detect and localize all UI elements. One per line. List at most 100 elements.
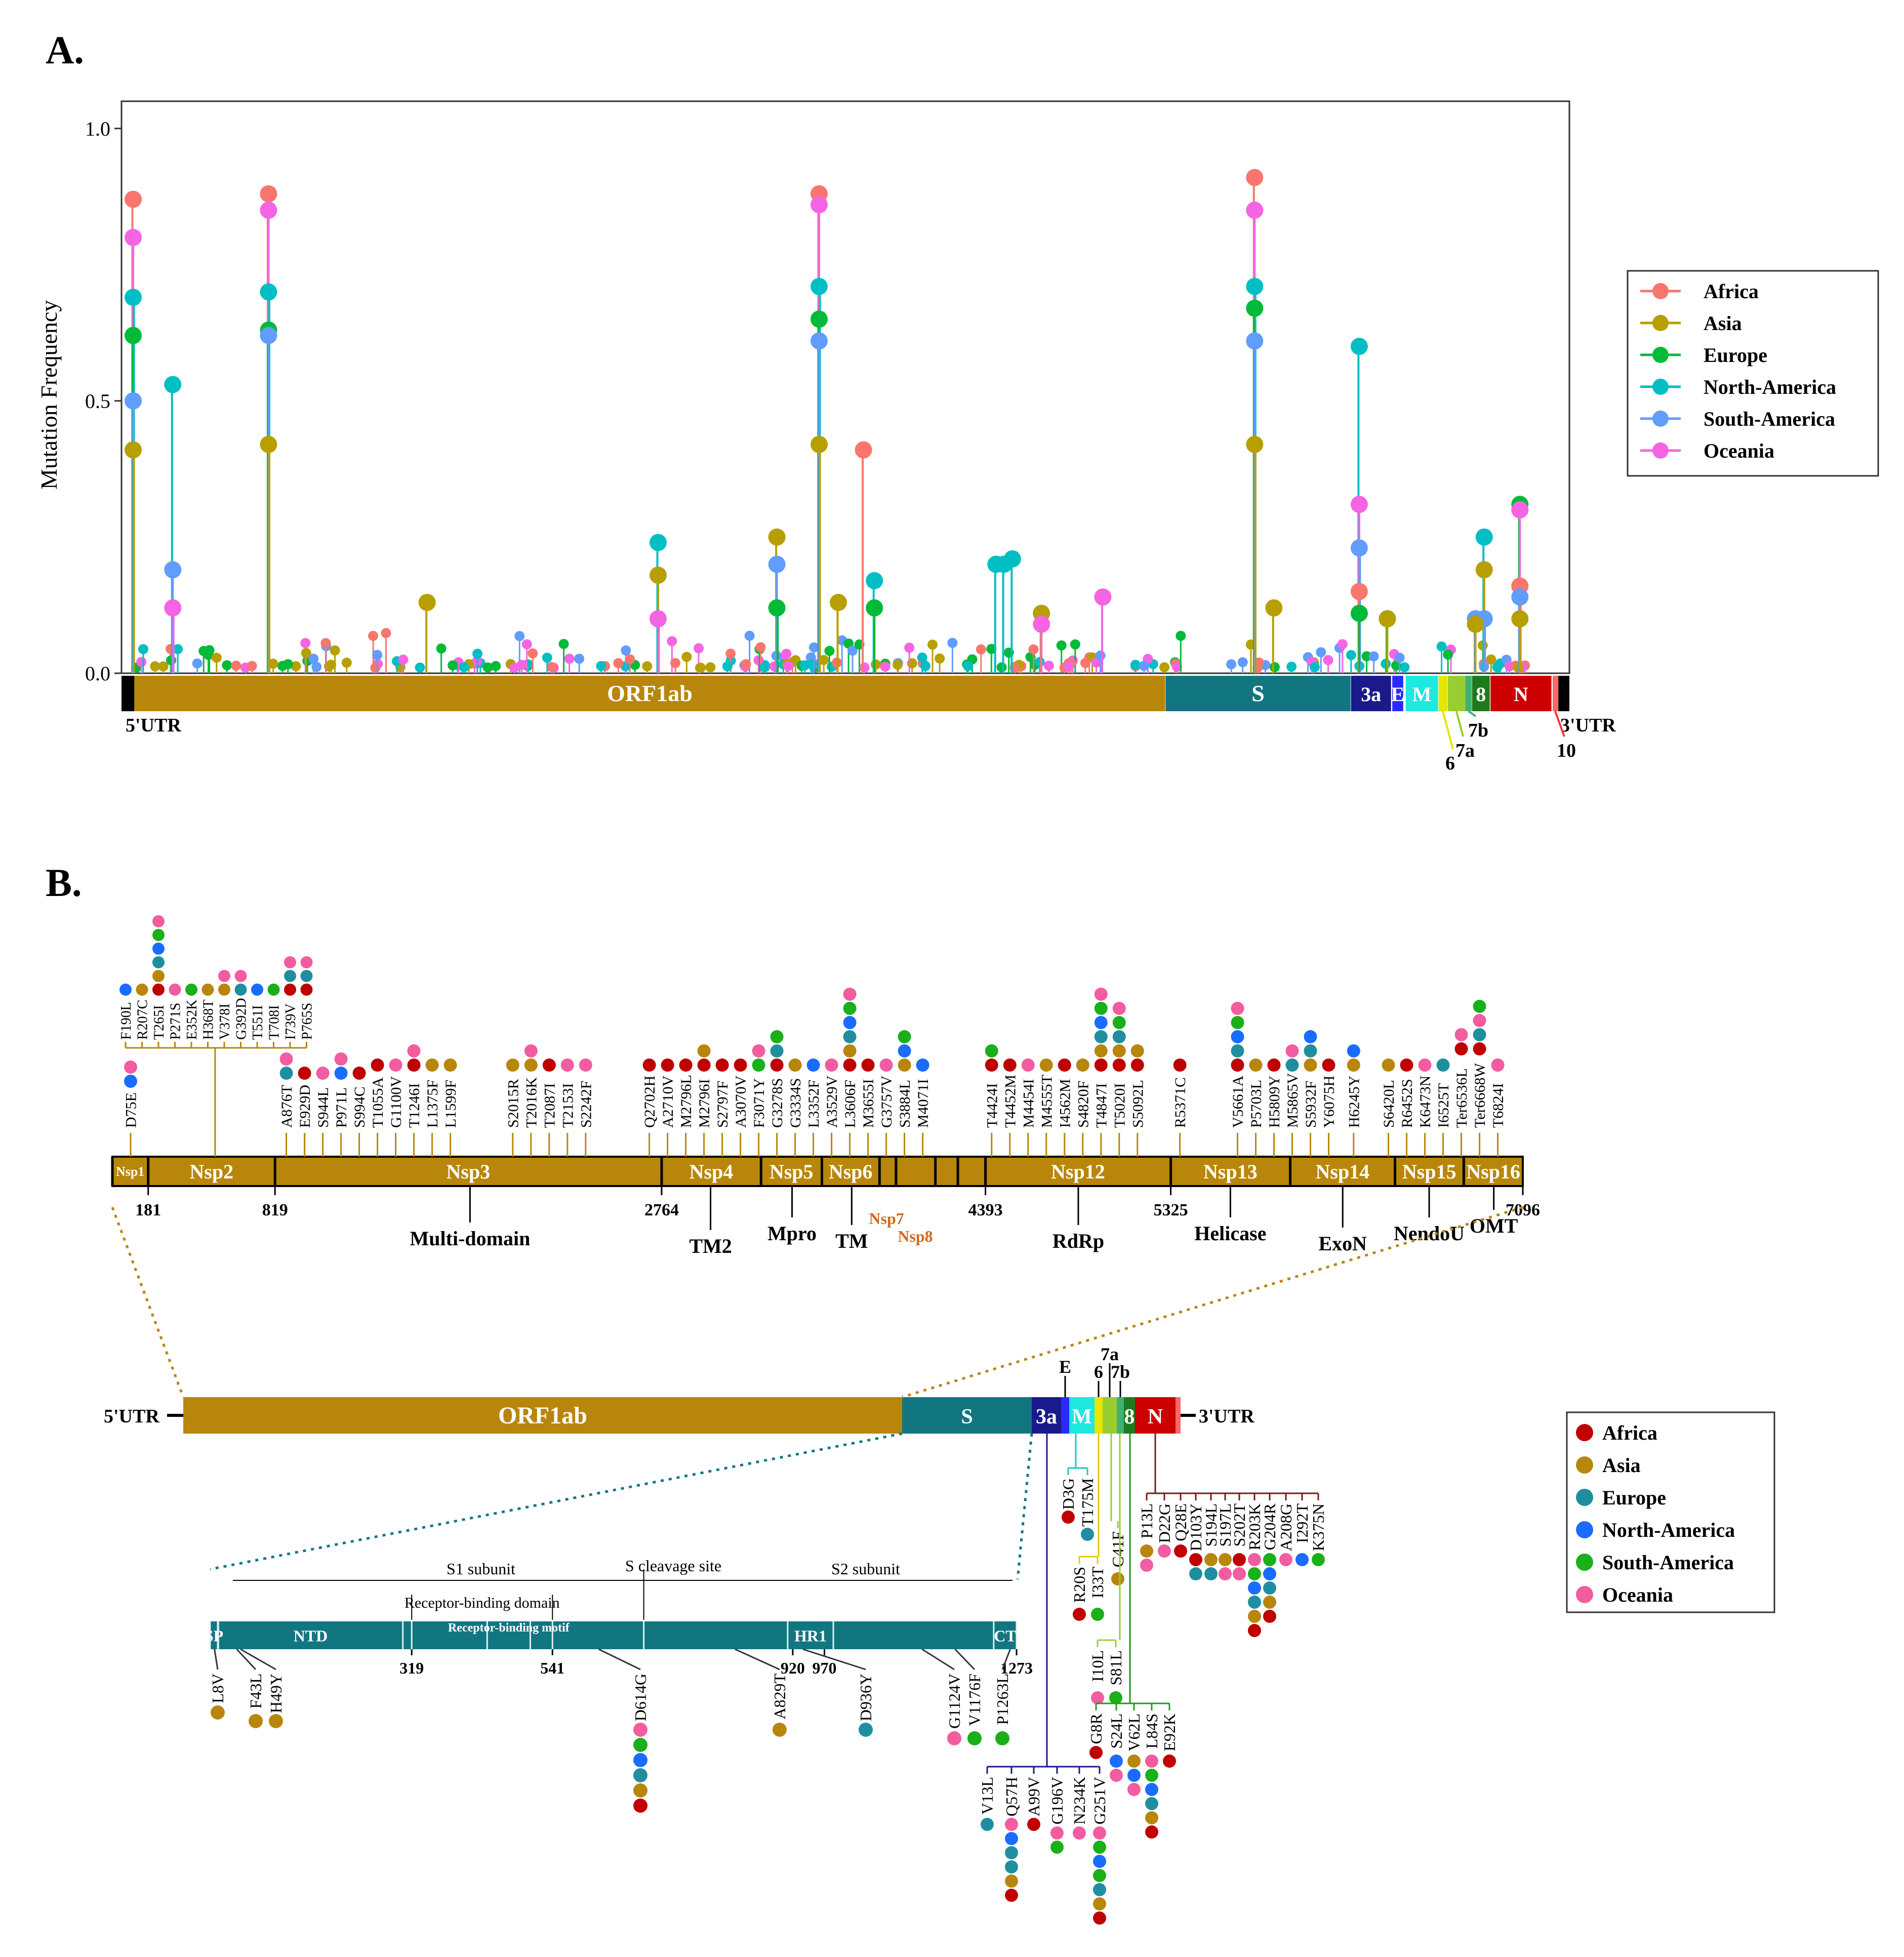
function-label-rdrp: RdRp [1052,1230,1104,1252]
genome-gene-7b [1117,1397,1124,1434]
gene-label-3a: 3a [1361,683,1381,706]
peak-point-oceania [1246,201,1264,219]
peak-point-asia [1467,616,1484,633]
mutation-dot-oceania [1219,1567,1232,1580]
mutation-dot-south-america [185,984,197,996]
mutation-dot-north-america [1304,1030,1317,1043]
mutation-label-i6525t: I6525T [1435,1083,1452,1128]
mutation-dot-europe [633,1768,647,1782]
mutation-dot-oceania [843,988,857,1001]
peak-point-africa [260,185,277,202]
background-point [574,654,585,664]
mutation-dot-oceania [752,1044,765,1057]
peak-point-asia [1379,610,1396,628]
genome-label-m: M [1072,1405,1092,1429]
domain-label-nsp13: Nsp13 [1203,1160,1258,1183]
mutation-label-i33t: I33T [1088,1567,1107,1599]
panel-a-legend: Africa Asia Europe North-America South-Ameri… [1627,270,1879,477]
legend-label-asia: Asia [1704,312,1742,335]
background-point [1254,657,1265,668]
background-point [904,642,915,653]
mutation-dot-north-america [1110,1755,1123,1768]
peak-point-africa [125,190,142,208]
mutation-label-a3529v: A3529V [824,1075,840,1128]
panel-b-label: B. [46,861,82,905]
peak-point-oceania [650,610,667,628]
mutation-dot-north-america [1347,1044,1360,1057]
gene-label-6: 6 [1445,753,1455,774]
mutation-dot-africa [284,984,296,996]
mutation-dot-africa [300,984,313,996]
gene-label-7a: 7a [1455,740,1475,761]
background-point [326,660,337,670]
background-point [368,631,379,641]
mutation-dot-africa [1130,1058,1144,1072]
mutation-dot-asia [1076,1058,1089,1072]
gene-label-10: 10 [1557,740,1576,761]
mutation-label-g204r: G204R [1261,1503,1279,1550]
mutation-label-l3606f: L3606F [842,1080,859,1128]
genome-label-orf1ab: ORF1ab [498,1402,587,1429]
mutation-label-r5371c: R5371C [1172,1077,1189,1128]
mutation-dot-oceania [1231,1002,1244,1015]
mutation-dot-oceania [300,956,313,968]
mutation-dot-south-america [985,1044,998,1057]
mutation-dot-africa [1231,1058,1244,1072]
mutation-dot-europe [1473,1028,1486,1041]
genome-utr5-label: 5'UTR [104,1406,159,1427]
mutation-label-t1055a: T1055A [370,1077,386,1128]
mutation-dot-south-america [752,1058,765,1072]
background-point [222,660,232,671]
mutation-dot-africa [1322,1058,1335,1072]
background-point [546,662,557,672]
background-point [621,645,631,656]
background-point [1237,657,1248,668]
mutation-dot-asia [269,1714,283,1728]
peak-point-asia [1475,561,1493,579]
mutation-label-s81l: S81L [1107,1650,1125,1685]
background-point [1171,662,1182,672]
mutation-dot-europe [234,984,247,996]
mutation-label-r203k: R203K [1245,1503,1264,1550]
mutation-dot-asia [1248,1610,1261,1623]
gene-pointer [1442,711,1454,750]
panel-a-ylabel: Mutation Frequency [36,300,62,490]
background-point [341,658,352,668]
mutation-dot-oceania [1127,1783,1141,1796]
genome-gene-3a [1032,1397,1061,1434]
mutation-dot-south-america [633,1738,647,1752]
gene-8 [1472,676,1490,711]
background-point [1176,631,1186,641]
mutation-dot-oceania [389,1058,402,1072]
mutation-dot-north-america [898,1044,911,1057]
mutation-dot-africa [1267,1058,1281,1072]
panel-a-lollipops [125,169,1530,673]
mutation-dot-oceania [579,1058,592,1072]
peak-point-africa [855,441,872,459]
mutation-dot-asia [1130,1044,1144,1057]
nsp7-label: Nsp7 [869,1209,904,1228]
background-point [963,661,974,671]
background-point [291,661,301,672]
mutation-dot-africa [1058,1058,1071,1072]
mutation-label-t5020i: T5020I [1111,1083,1128,1128]
mutation-dot-africa [1248,1624,1261,1637]
spike-tick-label: 970 [813,1659,837,1677]
peak-point-north-america [1350,338,1368,355]
legend-label-north-america: North-America [1704,376,1836,398]
mutation-label-q2702h: Q2702H [641,1076,658,1128]
peak-point-north-america [650,534,667,551]
mutation-dot-asia [1140,1544,1153,1558]
mutation-dot-asia [1127,1755,1141,1768]
background-point [268,659,278,669]
mutation-dot-north-america [251,984,263,996]
mutation-dot-africa [1062,1511,1075,1524]
mutation-dot-europe [1005,1860,1018,1873]
mutation-dot-asia [218,984,230,996]
spike-domain-sp: SP [205,1627,223,1645]
mutation-dot-asia [136,984,148,996]
background-point [300,638,311,648]
mutation-label-m2796l: M2796L [678,1075,695,1128]
mutation-dot-asia [1094,1044,1108,1057]
